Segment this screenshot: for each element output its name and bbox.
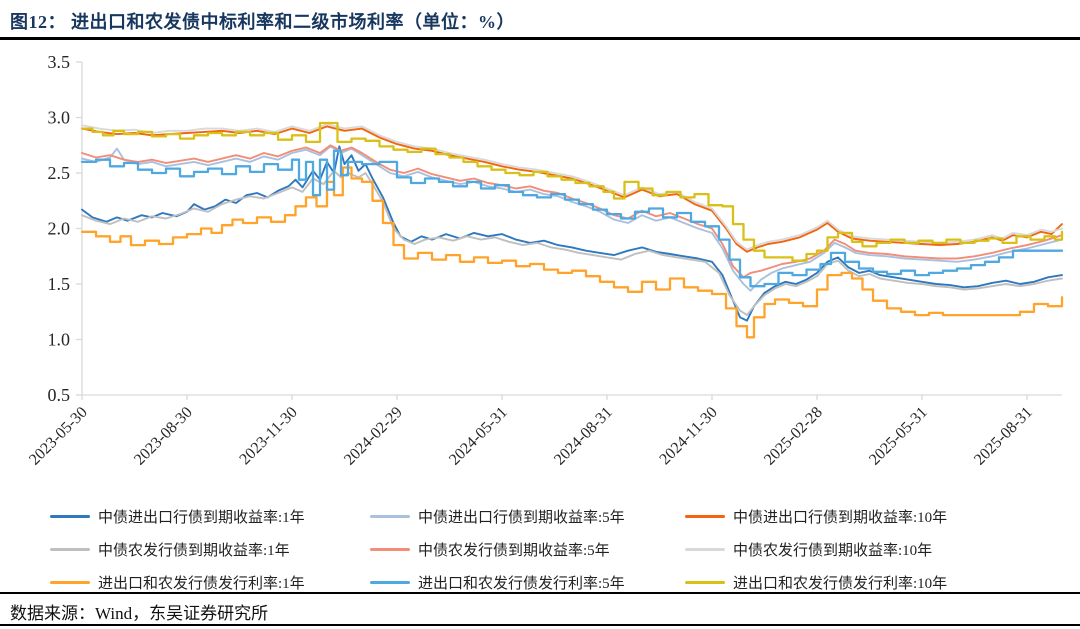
legend-item: 进出口和农发行债发行利率:5年 [370,566,685,599]
legend-line-swatch [50,548,90,551]
legend-line-swatch [50,581,90,584]
series-line-8 [80,149,1064,288]
legend-label: 中债农发行债到期收益率:10年 [733,543,933,559]
series-line-5 [81,144,1063,279]
x-tick-label: 2024-02-29 [341,404,406,469]
y-tick-label: 2.0 [48,219,71,239]
title-divider [0,37,1080,40]
legend-line-swatch [685,548,725,551]
series-line-4 [81,169,1063,317]
legend-item: 进出口和农发行债发行利率:1年 [50,566,370,599]
legend-item: 中债农发行债到期收益率:1年 [50,533,370,566]
x-tick-label: 2024-05-31 [446,404,511,469]
legend-line-swatch [370,548,410,551]
legend-item: 中债进出口行债到期收益率:1年 [50,500,370,533]
x-tick-label: 2023-11-30 [236,404,300,468]
x-tick-label: 2025-08-31 [971,404,1036,469]
x-tick-label: 2025-05-31 [866,404,931,469]
series-line-1 [81,145,1063,322]
legend-item: 中债进出口行债到期收益率:10年 [685,500,1060,533]
legend-item: 中债农发行债到期收益率:5年 [370,533,685,566]
series-line-3 [81,125,1063,253]
figure-title: 图12： 进出口和农发债中标利率和二级市场利率（单位：%） [10,12,515,32]
y-tick-label: 3.0 [48,108,71,128]
legend-label: 中债农发行债到期收益率:5年 [418,543,610,559]
legend-item: 中债农发行债到期收益率:10年 [685,533,1060,566]
legend-label: 进出口和农发行债发行利率:5年 [418,576,625,592]
x-tick-label: 2023-05-30 [26,404,91,469]
legend-label: 中债进出口行债到期收益率:1年 [98,510,305,526]
footer-divider-top [0,592,1080,594]
legend-line-swatch [685,515,725,518]
y-tick-label: 1.5 [48,274,71,294]
legend-line-swatch [685,581,725,584]
x-tick-label: 2025-02-28 [761,404,826,469]
legend-line-swatch [370,515,410,518]
legend-line-swatch [50,515,90,518]
legend-line-swatch [370,581,410,584]
line-chart: 0.5 1.0 1.5 2.0 2.5 3.0 3.5 2023-05-30 2023-08-3… [26,52,1064,469]
x-tick-label: 2023-08-30 [131,404,196,469]
legend-label: 进出口和农发行债发行利率:10年 [733,576,948,592]
footer-divider-bottom [0,624,1080,626]
chart-legend: 中债进出口行债到期收益率:1年 中债进出口行债到期收益率:5年 中债进出口行债到期收… [50,500,1060,599]
x-tick-label: 2024-08-31 [551,404,616,469]
legend-label: 中债进出口行债到期收益率:5年 [418,510,625,526]
legend-label: 进出口和农发行债发行利率:1年 [98,576,305,592]
series-line-6 [81,123,1063,251]
legend-label: 中债进出口行债到期收益率:10年 [733,510,948,526]
y-tick-label: 3.5 [48,52,71,72]
y-tick-label: 1.0 [48,330,71,350]
legend-label: 中债农发行债到期收益率:1年 [98,543,290,559]
y-tick-label: 0.5 [48,385,71,405]
series-line-7 [80,166,1064,339]
legend-item: 中债进出口行债到期收益率:5年 [370,500,685,533]
y-tick-label: 2.5 [48,163,71,183]
series-line-2 [81,145,1063,292]
x-tick-label: 2024-11-30 [656,404,720,468]
data-source-text: 数据来源：Wind，东吴证券研究所 [10,604,269,623]
series-line-9 [80,121,1064,262]
legend-item: 进出口和农发行债发行利率:10年 [685,566,1060,599]
